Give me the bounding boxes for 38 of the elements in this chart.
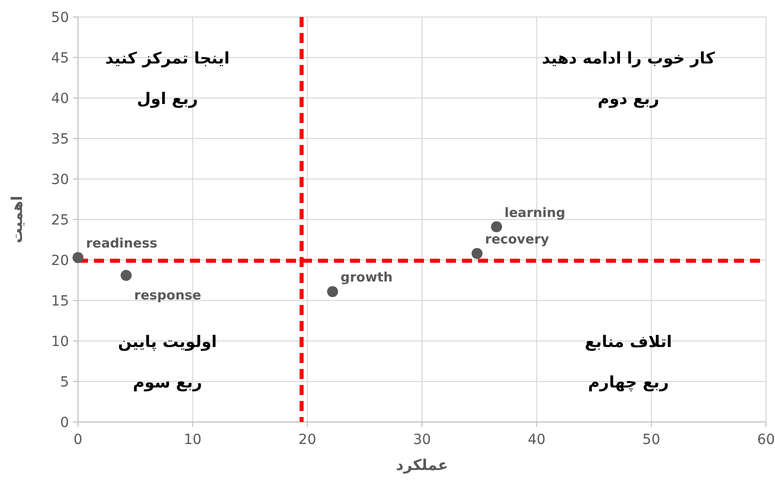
annotation: اولویت پایین	[118, 332, 217, 351]
annotation: growth	[340, 270, 393, 286]
annotation: learning	[504, 206, 566, 221]
y-tick-label: 15	[51, 294, 69, 310]
y-tick-label: 40	[51, 91, 69, 107]
annotation: کار خوب را ادامه دهید	[542, 48, 716, 68]
annotation: ربع اول	[136, 89, 198, 108]
annotation: readiness	[86, 236, 158, 252]
y-tick-label: 45	[51, 50, 69, 66]
x-axis-title: عملکرد	[396, 456, 448, 474]
annotation: ربع چهارم	[588, 372, 669, 392]
x-tick-label: 20	[298, 432, 316, 448]
annotation: اینجا تمرکز کنید	[105, 48, 230, 68]
annotation: recovery	[485, 232, 550, 248]
x-tick-label: 10	[184, 432, 202, 448]
y-tick-label: 25	[51, 212, 69, 228]
point	[327, 286, 338, 298]
x-tick-label: 50	[642, 432, 660, 448]
annotation: اتلاف منابع	[584, 332, 672, 351]
annotation: response	[134, 288, 202, 304]
y-tick-label: 10	[51, 334, 69, 350]
y-tick-label: 20	[51, 253, 69, 269]
x-tick-label: 30	[413, 432, 431, 448]
y-tick-label: 50	[51, 10, 69, 26]
y-axis-title: اهمیت	[8, 196, 26, 244]
x-tick-label: 0	[74, 432, 82, 448]
point	[120, 270, 132, 281]
y-tick-label: 0	[60, 415, 69, 431]
annotation: ربع سوم	[132, 372, 202, 392]
y-tick-label: 30	[51, 172, 69, 188]
x-tick-label: 60	[757, 432, 775, 448]
x-tick-label: 40	[528, 432, 546, 448]
y-tick-label: 35	[51, 132, 69, 148]
y-tick-label: 5	[60, 374, 69, 390]
point	[491, 221, 502, 232]
point	[72, 252, 84, 264]
point	[472, 248, 483, 260]
annotation: ربع دوم	[598, 89, 660, 108]
